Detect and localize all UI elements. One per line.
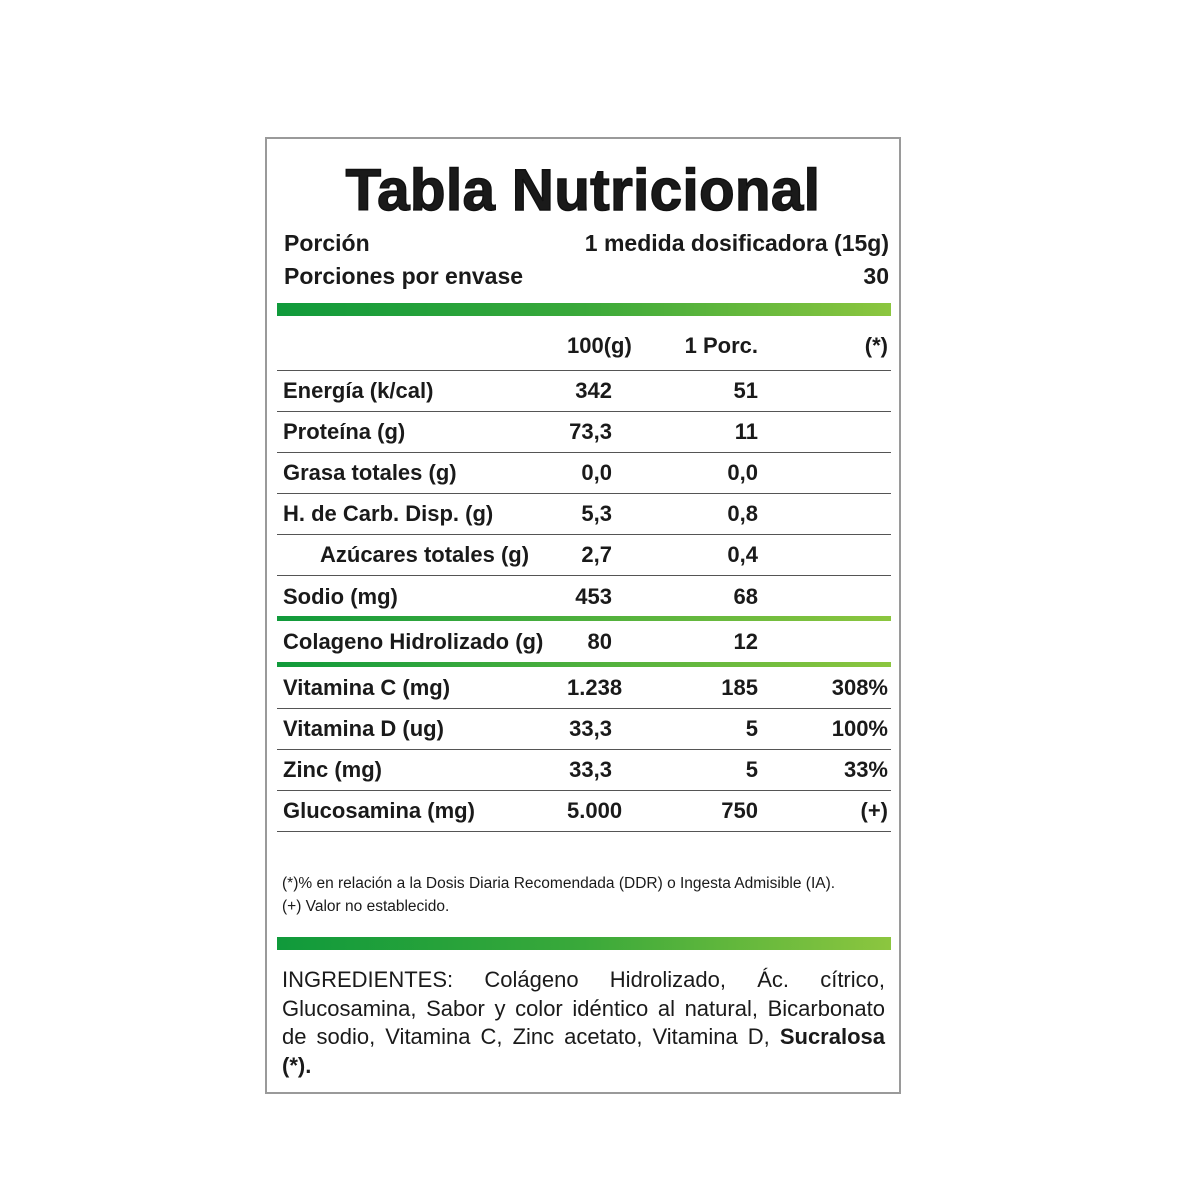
table-row: Azúcares totales (g) 2,7 0,4 <box>277 535 891 576</box>
cell-dv: 308% <box>831 674 888 700</box>
cell-perportion: 185 <box>721 674 758 700</box>
ingredients-bold: Sucralosa (*). <box>282 1024 885 1078</box>
table-row: Vitamina C (mg) 1.238 185 308% <box>277 667 891 709</box>
nutrient-label: Glucosamina (mg) <box>283 798 475 823</box>
green-bar <box>277 303 891 316</box>
cell-per100: 33,3 <box>569 757 612 782</box>
servings-row: Porciones por envase 30 <box>284 263 889 290</box>
group-separator <box>277 616 891 621</box>
nutrient-label: H. de Carb. Disp. (g) <box>283 501 494 526</box>
servings-label: Porciones por envase <box>284 263 524 289</box>
cell-per100: 1.238 <box>567 674 623 700</box>
nutrient-label: Azúcares totales (g) <box>320 542 530 567</box>
cell-perportion: 5 <box>745 757 758 782</box>
green-bar <box>277 937 891 950</box>
table-row: Vitamina D (ug) 33,3 5 100% <box>277 709 891 750</box>
nutrient-label: Zinc (mg) <box>283 757 382 782</box>
nutrient-label: Energía (k/cal) <box>283 378 434 403</box>
servings-value: 30 <box>863 263 889 289</box>
header-cell: 1 Porc. <box>684 333 758 358</box>
cell-perportion: 68 <box>733 583 758 609</box>
serving-label: Porción <box>284 230 370 256</box>
cell-perportion: 0,4 <box>727 542 758 567</box>
nutrition-table: 100(g) 1 Porc. (*) Energía (k/cal) 342 51 P… <box>277 318 891 832</box>
cell-perportion: 51 <box>733 378 758 403</box>
cell-dv: 100% <box>831 716 888 741</box>
cell-per100: 73,3 <box>569 419 612 444</box>
table-row: Proteína (g) 73,3 11 <box>277 412 891 453</box>
cell-perportion: 12 <box>733 629 758 654</box>
footnote: (*)% en relación a la Dosis Diaria Recom… <box>282 875 836 892</box>
table-row: H. de Carb. Disp. (g) 5,3 0,8 <box>277 494 891 535</box>
cell-per100: 0,0 <box>581 460 612 485</box>
nutrient-label: Sodio (mg) <box>283 583 398 609</box>
nutrition-card: Tabla Nutricional Porción 1 medida dosif… <box>265 137 901 1094</box>
cell-dv: 33% <box>843 757 888 782</box>
nutrient-label: Vitamina C (mg) <box>283 674 451 700</box>
title: Tabla Nutricional <box>345 157 821 224</box>
ingredients-text: INGREDIENTES: Colágeno Hidrolizado, Ác. … <box>282 967 885 1049</box>
cell-perportion: 5 <box>745 716 758 741</box>
cell-per100: 5.000 <box>567 798 623 823</box>
header-cell: (*) <box>864 333 888 358</box>
footnote: (+) Valor no establecido. <box>282 898 450 915</box>
group-separator <box>277 662 891 667</box>
table-row: Energía (k/cal) 342 51 <box>277 371 891 412</box>
serving-value: 1 medida dosificadora (15g) <box>584 230 889 256</box>
table-row: Zinc (mg) 33,3 5 33% <box>277 750 891 791</box>
cell-perportion: 11 <box>734 419 758 444</box>
cell-dv: (+) <box>860 798 889 823</box>
cell-per100: 2,7 <box>581 542 612 567</box>
table-row: Grasa totales (g) 0,0 0,0 <box>277 453 891 494</box>
cell-perportion: 750 <box>721 798 758 823</box>
cell-per100: 453 <box>575 583 612 609</box>
cell-perportion: 0,8 <box>727 501 758 526</box>
table-row: Glucosamina (mg) 5.000 750 (+) <box>277 791 891 832</box>
cell-per100: 5,3 <box>581 501 612 526</box>
ingredients: INGREDIENTES: Colágeno Hidrolizado, Ác. … <box>282 966 885 1080</box>
table-row: Colageno Hidrolizado (g) 80 12 <box>277 621 891 663</box>
header-cell: 100(g) <box>567 333 632 358</box>
cell-per100: 80 <box>587 629 612 654</box>
cell-per100: 33,3 <box>569 716 612 741</box>
header-row: 100(g) 1 Porc. (*) <box>277 318 891 371</box>
nutrient-label: Colageno Hidrolizado (g) <box>283 629 544 654</box>
cell-per100: 342 <box>575 378 612 403</box>
nutrient-label: Grasa totales (g) <box>283 460 457 485</box>
nutrient-label: Vitamina D (ug) <box>283 716 444 741</box>
table-row: Sodio (mg) 453 68 <box>277 576 891 617</box>
serving-row: Porción 1 medida dosificadora (15g) <box>284 230 889 257</box>
nutrient-label: Proteína (g) <box>283 419 406 444</box>
cell-perportion: 0,0 <box>727 460 758 485</box>
footnotes: (*)% en relación a la Dosis Diaria Recom… <box>282 872 889 918</box>
